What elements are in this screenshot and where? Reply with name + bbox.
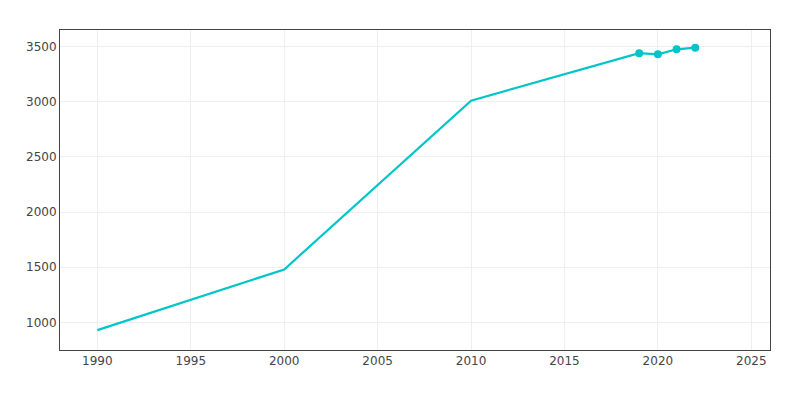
svg-text:1990: 1990	[82, 354, 113, 368]
svg-text:2020: 2020	[643, 354, 674, 368]
svg-text:3500: 3500	[26, 40, 57, 54]
svg-text:2015: 2015	[549, 354, 580, 368]
svg-text:2025: 2025	[736, 354, 767, 368]
svg-text:1995: 1995	[176, 354, 207, 368]
svg-text:2005: 2005	[362, 354, 393, 368]
svg-text:2010: 2010	[456, 354, 487, 368]
svg-text:2000: 2000	[26, 205, 57, 219]
svg-text:1000: 1000	[26, 316, 57, 330]
svg-text:2000: 2000	[269, 354, 300, 368]
svg-text:3000: 3000	[26, 95, 57, 109]
svg-text:2500: 2500	[26, 150, 57, 164]
svg-text:1500: 1500	[26, 260, 57, 274]
